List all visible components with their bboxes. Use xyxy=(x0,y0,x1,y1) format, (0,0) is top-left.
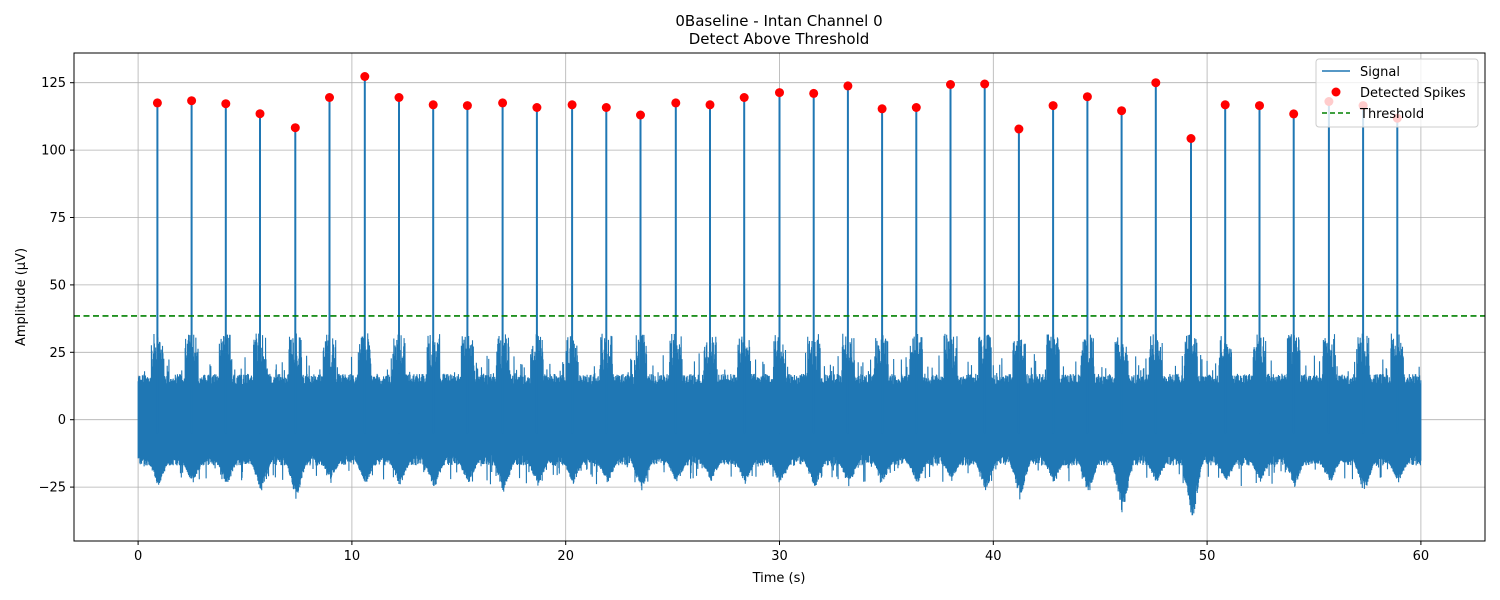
detected-spike-marker xyxy=(1255,101,1264,111)
detected-spike-marker xyxy=(980,79,990,89)
detected-spike-marker xyxy=(360,72,370,81)
legend-box xyxy=(1315,58,1479,128)
detected-spike-marker xyxy=(601,103,611,112)
x-tick-label: 0 xyxy=(134,549,142,564)
detected-spike-marker xyxy=(636,110,645,120)
y-tick-label: 100 xyxy=(41,144,66,159)
signal-series xyxy=(137,76,1422,516)
detected-spike-marker xyxy=(843,81,853,91)
y-axis-ticks: −25 0 25 50 75 100 125 xyxy=(39,76,74,496)
detected-spike-marker xyxy=(946,80,955,89)
detected-spike-marker xyxy=(1014,124,1024,134)
detected-spike-marker xyxy=(498,98,508,108)
chart-title-line2: Detect Above Threshold xyxy=(689,30,870,48)
detected-spike-marker xyxy=(1220,100,1230,110)
detected-spike-marker xyxy=(739,93,749,102)
legend-spikes-swatch xyxy=(1331,87,1341,97)
legend-threshold-label: Threshold xyxy=(1359,107,1424,122)
y-tick-label: 75 xyxy=(49,211,66,226)
chart-title-line1: 0Baseline - Intan Channel 0 xyxy=(675,12,882,30)
detected-spike-marker xyxy=(567,100,577,110)
detected-spike-marker xyxy=(428,100,438,110)
detected-spike-marker xyxy=(809,88,819,98)
detected-spike-marker xyxy=(462,101,472,111)
legend-signal-label: Signal xyxy=(1360,65,1400,80)
detected-spike-marker xyxy=(1117,106,1127,116)
y-tick-label: 125 xyxy=(41,76,66,91)
detected-spike-marker xyxy=(325,93,334,102)
y-tick-label: 0 xyxy=(58,413,66,428)
legend-spikes-label: Detected Spikes xyxy=(1360,86,1466,101)
x-axis-label: Time (s) xyxy=(752,571,806,586)
legend: Signal Detected Spikes Threshold xyxy=(1315,58,1479,128)
detected-spike-marker xyxy=(187,96,197,106)
x-tick-label: 40 xyxy=(985,549,1002,564)
y-tick-label: 25 xyxy=(49,346,66,361)
detected-spike-marker xyxy=(532,103,542,112)
detected-spike-marker xyxy=(1289,109,1299,119)
x-axis-ticks: 0 10 20 30 40 50 60 xyxy=(134,541,1429,564)
detected-spike-marker xyxy=(1048,101,1058,111)
y-tick-label: 50 xyxy=(49,278,66,293)
detected-spike-marker xyxy=(1186,134,1196,143)
detected-spikes-series xyxy=(152,72,1402,143)
x-tick-label: 30 xyxy=(771,549,788,564)
detected-spike-marker xyxy=(290,123,300,133)
detected-spike-marker xyxy=(775,88,784,98)
y-axis-label: Amplitude (µV) xyxy=(14,248,29,346)
y-tick-label: −25 xyxy=(39,481,66,496)
detected-spike-marker xyxy=(671,98,681,108)
x-tick-label: 60 xyxy=(1413,549,1430,564)
detected-spike-marker xyxy=(705,100,715,110)
detected-spike-marker xyxy=(152,98,162,108)
x-tick-label: 50 xyxy=(1199,549,1216,564)
detected-spike-marker xyxy=(877,104,887,114)
detected-spike-marker xyxy=(1082,92,1092,102)
detected-spike-marker xyxy=(221,99,231,109)
x-tick-label: 20 xyxy=(557,549,574,564)
detected-spike-marker xyxy=(1151,78,1161,88)
detected-spike-marker xyxy=(394,93,404,102)
x-tick-label: 10 xyxy=(344,549,361,564)
detected-spike-marker xyxy=(255,109,265,119)
detected-spike-marker xyxy=(911,103,921,112)
